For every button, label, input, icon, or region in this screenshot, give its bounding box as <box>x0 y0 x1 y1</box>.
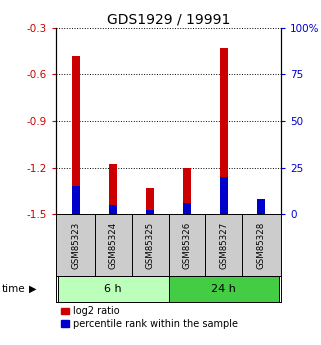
Text: GSM85325: GSM85325 <box>146 221 155 269</box>
Title: GDS1929 / 19991: GDS1929 / 19991 <box>107 12 230 27</box>
Bar <box>256 199 265 214</box>
Text: GSM85328: GSM85328 <box>256 221 265 269</box>
Text: GSM85323: GSM85323 <box>72 221 81 269</box>
Bar <box>146 188 154 214</box>
Legend: log2 ratio, percentile rank within the sample: log2 ratio, percentile rank within the s… <box>61 306 238 329</box>
Text: time: time <box>2 284 25 294</box>
Text: GSM85324: GSM85324 <box>109 221 118 269</box>
Bar <box>109 205 117 214</box>
Bar <box>72 56 81 214</box>
Bar <box>146 210 154 214</box>
Bar <box>58 276 169 302</box>
Bar <box>183 168 191 214</box>
Bar <box>256 209 265 214</box>
Text: ▶: ▶ <box>29 284 36 294</box>
Text: 6 h: 6 h <box>104 284 122 294</box>
Text: GSM85327: GSM85327 <box>219 221 228 269</box>
Bar <box>109 165 117 214</box>
Bar <box>220 177 228 214</box>
Bar <box>72 186 81 214</box>
Text: 24 h: 24 h <box>211 284 236 294</box>
Bar <box>183 203 191 214</box>
Bar <box>169 276 279 302</box>
Text: GSM85326: GSM85326 <box>182 221 191 269</box>
Bar <box>220 48 228 214</box>
